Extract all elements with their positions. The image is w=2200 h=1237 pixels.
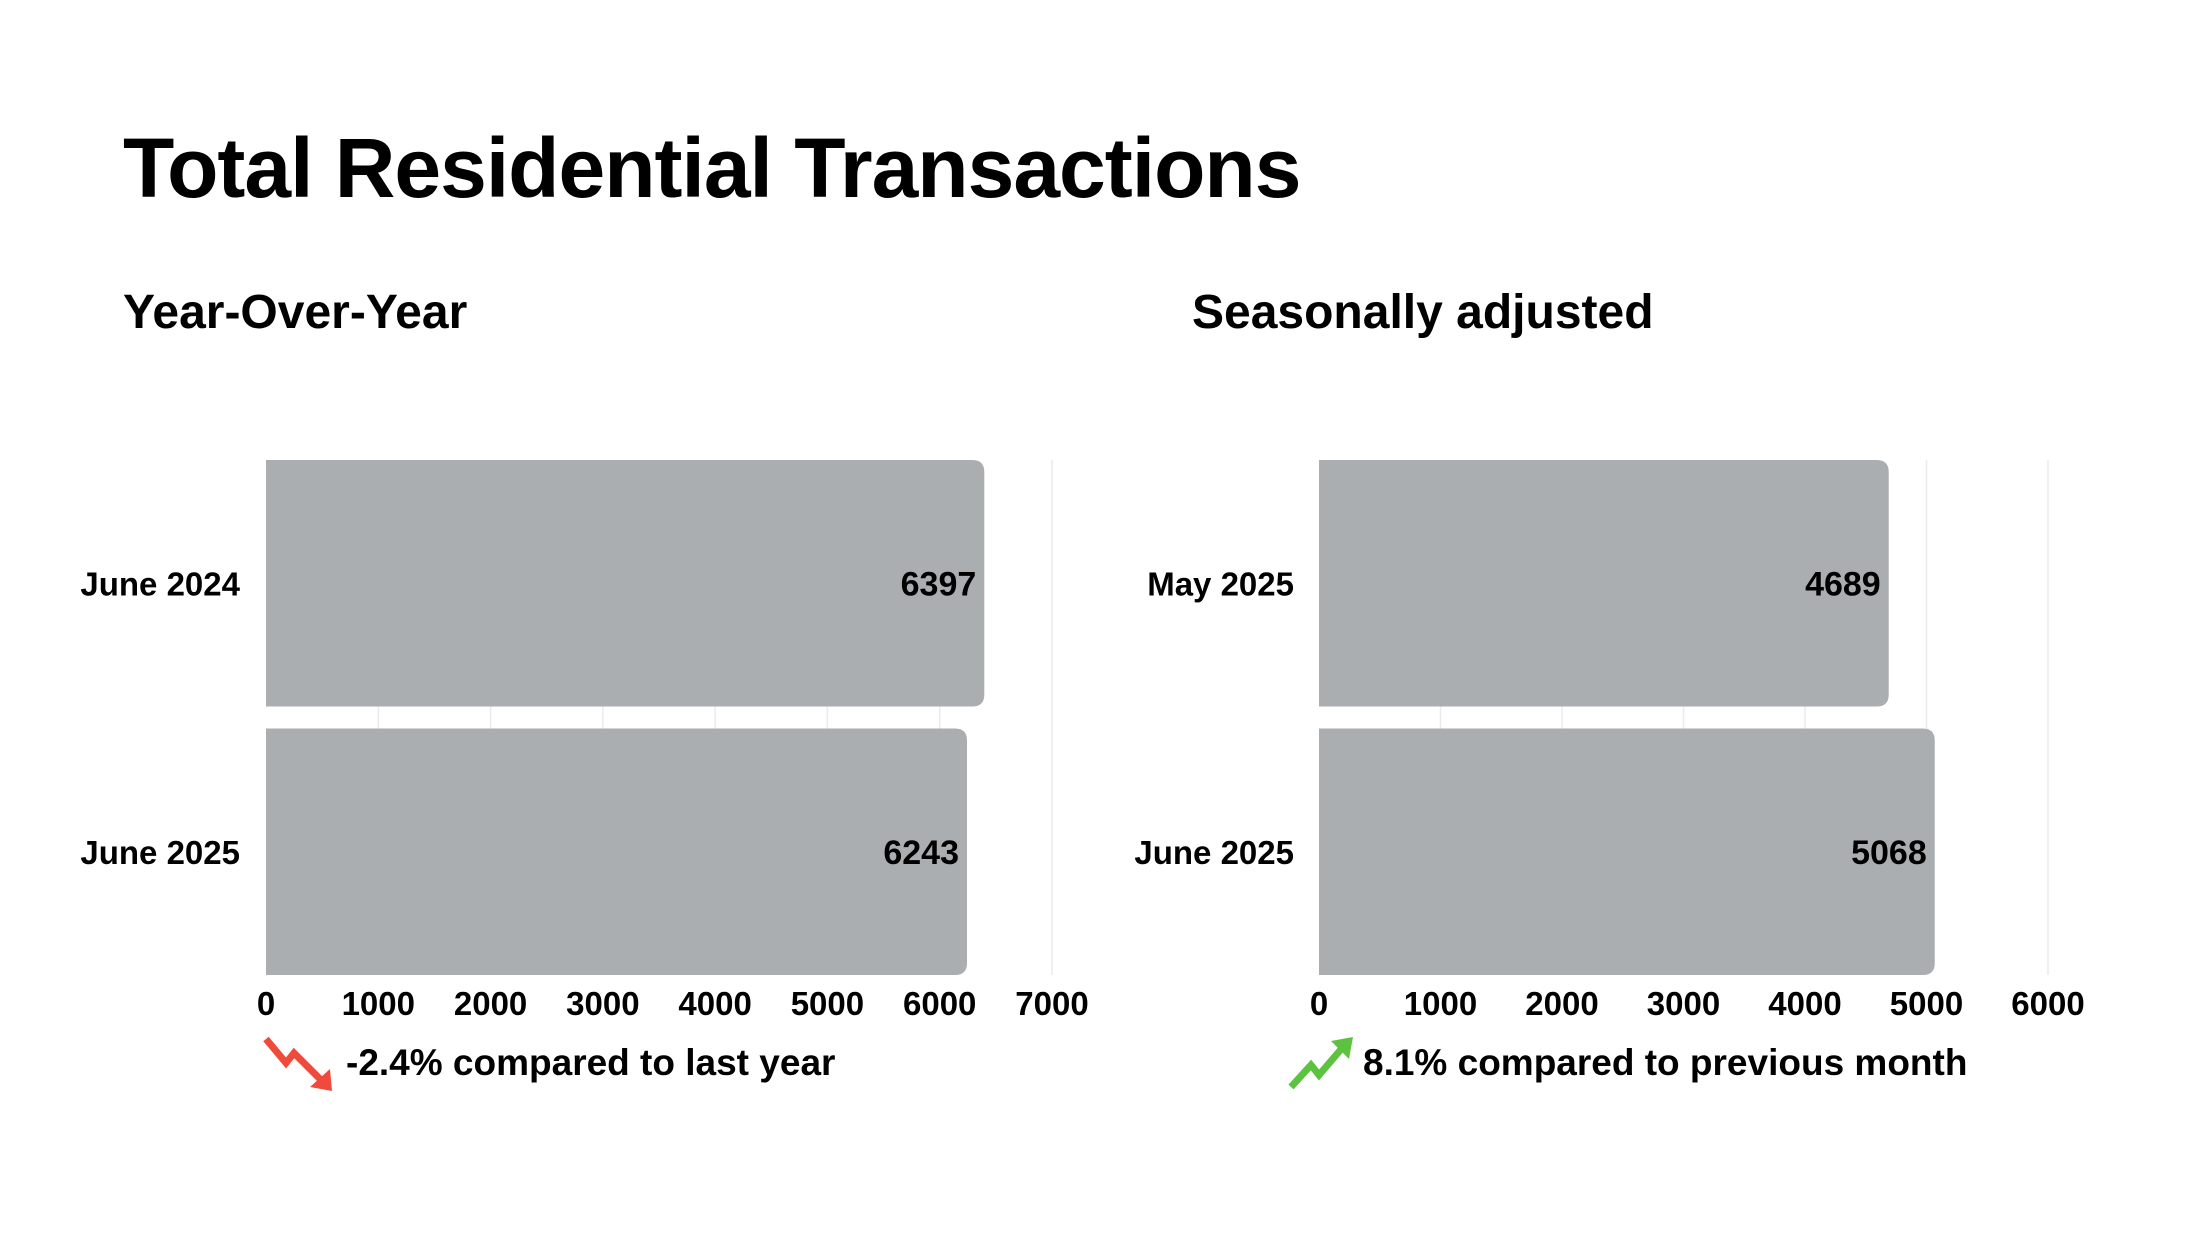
bar xyxy=(1319,460,1889,707)
x-tick-label: 1000 xyxy=(342,985,415,1022)
chart-title-seasonal: Seasonally adjusted xyxy=(1192,286,1654,339)
trend-up-icon xyxy=(1288,1037,1353,1090)
bar-value-label: 6243 xyxy=(883,834,959,872)
category-label: June 2025 xyxy=(80,834,240,871)
bar-value-label: 4689 xyxy=(1805,565,1881,603)
x-tick-label: 3000 xyxy=(1647,985,1720,1022)
bar-value-label: 5068 xyxy=(1851,834,1927,872)
bar xyxy=(266,460,985,707)
x-tick-label: 1000 xyxy=(1404,985,1477,1022)
x-tick-label: 6000 xyxy=(903,985,976,1022)
category-label: May 2025 xyxy=(1147,565,1294,602)
x-tick-label: 0 xyxy=(257,985,275,1022)
seasonal-note-text: 8.1% compared to previous month xyxy=(1363,1042,1968,1083)
trend-down-icon xyxy=(263,1036,332,1091)
yoy-note: -2.4% compared to last year xyxy=(262,1035,835,1091)
category-label: June 2025 xyxy=(1134,834,1294,871)
chart-title-yoy: Year-Over-Year xyxy=(123,286,468,339)
bar xyxy=(1319,728,1935,975)
bar-value-label: 6397 xyxy=(901,565,977,603)
page-title: Total Residential Transactions xyxy=(123,121,1301,215)
x-tick-label: 4000 xyxy=(678,985,751,1022)
x-tick-label: 2000 xyxy=(1525,985,1598,1022)
x-tick-label: 5000 xyxy=(1890,985,1963,1022)
category-label: June 2024 xyxy=(80,565,240,602)
x-tick-label: 0 xyxy=(1310,985,1328,1022)
x-tick-label: 2000 xyxy=(454,985,527,1022)
bar xyxy=(266,728,967,975)
x-tick-label: 4000 xyxy=(1768,985,1841,1022)
seasonal-note: 8.1% compared to previous month xyxy=(1287,1035,1967,1091)
x-tick-label: 7000 xyxy=(1015,985,1088,1022)
x-tick-label: 3000 xyxy=(566,985,639,1022)
yoy-note-text: -2.4% compared to last year xyxy=(346,1042,836,1083)
x-tick-label: 6000 xyxy=(2011,985,2084,1022)
x-tick-label: 5000 xyxy=(791,985,864,1022)
